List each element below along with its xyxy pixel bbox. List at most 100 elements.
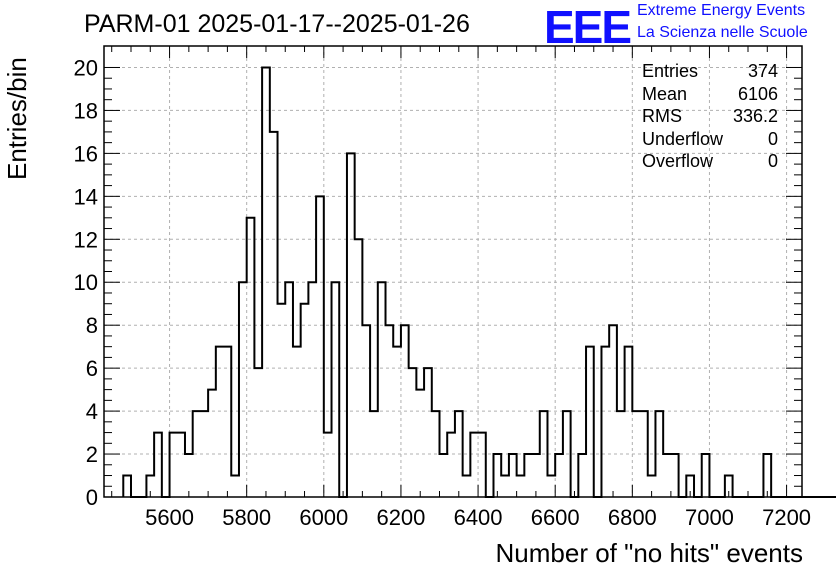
histogram-bin — [278, 304, 286, 497]
histogram-bin — [285, 282, 293, 497]
logo-subtitle-line2: La Scienza nelle Scuole — [637, 24, 808, 41]
histogram-bin — [563, 411, 571, 497]
histogram-bin — [332, 282, 340, 497]
histogram-bin — [440, 454, 448, 497]
stat-row-entries: Entries 374 — [642, 60, 778, 83]
stat-label: Overflow — [642, 151, 714, 171]
y-tick-label: 4 — [86, 399, 98, 424]
histogram-bin — [370, 411, 378, 497]
histogram-bin — [455, 411, 463, 497]
y-tick-label: 10 — [74, 270, 98, 295]
histogram-bin — [386, 325, 394, 497]
histogram-bin — [262, 67, 270, 497]
histogram-bin — [501, 476, 509, 497]
histogram-bin — [254, 368, 262, 497]
stat-label: Underflow — [642, 128, 724, 149]
histogram-bin — [663, 454, 671, 497]
histogram-bin — [416, 390, 424, 497]
histogram-bin — [347, 153, 355, 497]
histogram-bin — [409, 368, 417, 497]
x-tick-label: 5800 — [222, 505, 271, 530]
x-tick-label: 7000 — [685, 505, 734, 530]
chart-title: PARM-01 2025-01-17--2025-01-26 — [84, 10, 470, 38]
stat-value: 0 — [767, 151, 778, 171]
histogram-bin — [200, 411, 208, 497]
stat-label: Mean — [642, 83, 688, 104]
histogram-bin — [763, 454, 771, 497]
stat-row-mean: Mean 6106 — [642, 83, 778, 106]
y-tick-label: 6 — [86, 356, 98, 381]
histogram-bin — [170, 433, 178, 497]
histogram-bin — [239, 282, 247, 497]
x-axis-label: Number of "no hits" events — [495, 538, 804, 568]
stat-row-underflow: Underflow 0 — [642, 128, 778, 151]
histogram-bin — [378, 282, 386, 497]
histogram-bin — [463, 476, 471, 497]
stat-row-overflow: Overflow 0 — [642, 150, 778, 173]
histogram-bin — [177, 433, 185, 497]
histogram-bin — [362, 325, 370, 497]
histogram-bin — [308, 282, 316, 497]
stat-value: 6106 — [737, 83, 778, 104]
histogram-bin — [401, 325, 409, 497]
y-tick-label: 14 — [74, 184, 98, 209]
histogram-bin — [509, 454, 517, 497]
x-tick-label: 5600 — [145, 505, 194, 530]
y-tick-label: 18 — [74, 98, 98, 123]
histogram-bin — [625, 347, 633, 497]
histogram-bin — [447, 433, 455, 497]
stat-value: 0 — [767, 128, 778, 149]
histogram-bin — [185, 454, 193, 497]
histogram-bin — [524, 454, 532, 497]
x-tick-label: 6800 — [608, 505, 657, 530]
histogram-bin — [540, 411, 548, 497]
histogram-bin — [547, 476, 555, 497]
histogram-bin — [617, 411, 625, 497]
histogram-series — [122, 66, 836, 498]
logo-subtitle-line1: Extreme Energy Events — [637, 2, 806, 19]
stat-label: RMS — [642, 106, 682, 126]
histogram-bin — [655, 411, 663, 497]
stat-label: Entries — [642, 61, 699, 81]
histogram-bin — [208, 390, 216, 497]
histogram-bin — [517, 476, 525, 497]
x-tick-label: 6600 — [531, 505, 580, 530]
histogram-bin — [293, 347, 301, 497]
histogram-bin — [393, 347, 401, 497]
y-tick-label: 0 — [86, 485, 98, 510]
histogram-bin — [270, 132, 278, 497]
histogram-bin — [702, 454, 710, 497]
eee-logo: EEE — [544, 1, 632, 53]
x-tick-label: 7200 — [762, 505, 811, 530]
histogram-bin — [640, 411, 648, 497]
x-tick-label: 6400 — [454, 505, 503, 530]
y-tick-label: 16 — [74, 141, 98, 166]
histogram-bin — [555, 454, 563, 497]
histogram-bin — [301, 304, 309, 497]
histogram-outline — [122, 66, 836, 498]
histogram-bin — [493, 454, 501, 497]
y-tick-label: 2 — [86, 442, 98, 467]
y-axis-label: Entries/bin — [2, 57, 32, 180]
histogram-bin — [154, 433, 162, 497]
histogram-bin — [224, 347, 232, 497]
histogram-bin — [601, 347, 609, 497]
histogram-bin — [478, 433, 486, 497]
histogram-bin — [123, 476, 131, 497]
x-tick-label: 6000 — [299, 505, 348, 530]
y-tick-label: 8 — [86, 313, 98, 338]
histogram-bin — [671, 454, 679, 497]
histogram-bin — [586, 347, 594, 497]
axes: 5600 5800 6000 6 20 0 6400 6600 6800 7000 7200 0 2 4 6… — [74, 45, 811, 530]
histogram-bin — [432, 411, 440, 497]
histogram-bin — [193, 411, 201, 497]
histogram-bin — [532, 454, 540, 497]
histogram-bin — [609, 325, 617, 497]
y-tick-label: 20 — [74, 55, 98, 80]
histogram-bin — [424, 368, 432, 497]
histogram-bin — [632, 411, 640, 497]
histogram-bin — [231, 476, 239, 497]
histogram-bin — [216, 347, 224, 497]
grid-lines — [104, 46, 802, 498]
